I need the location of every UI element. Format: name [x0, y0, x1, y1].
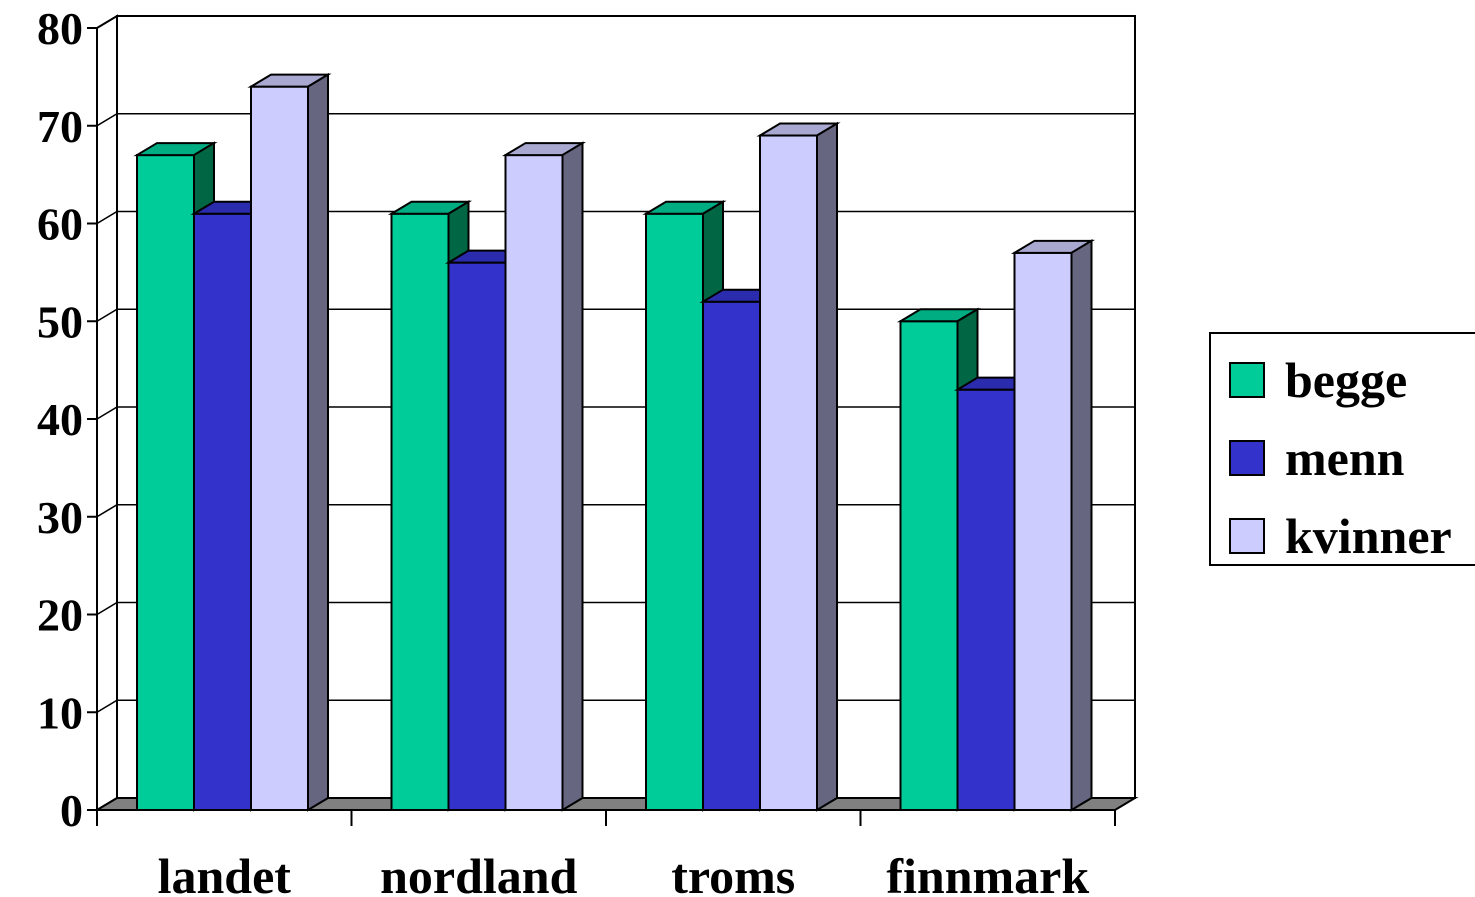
bar-kvinner-troms [756, 121, 841, 812]
legend-item-kvinner: kvinner [1229, 506, 1452, 566]
legend-item-begge: begge [1229, 350, 1407, 410]
y-tick-label: 50 [37, 296, 83, 347]
bar-front [1013, 251, 1073, 811]
legend-swatch-begge [1229, 362, 1265, 398]
y-tick-label: 30 [37, 492, 83, 543]
labels: 0 10 20 30 40 50 60 70 80 landet nordland troms finn… [37, 3, 1089, 897]
bars [133, 72, 1096, 812]
bar-front [136, 154, 195, 811]
gridline [96, 112, 1135, 127]
axes [87, 27, 1116, 826]
bar-front [447, 261, 507, 812]
x-tick-label-landet: landet [158, 848, 292, 897]
legend-label-kvinner: kvinner [1285, 508, 1452, 564]
legend-swatch-kvinner [1229, 518, 1265, 554]
bar-kvinner-finnmark [1010, 239, 1096, 812]
y-tick-label: 0 [60, 785, 83, 836]
bar-side [307, 72, 329, 812]
bar-side [816, 121, 838, 812]
bar-kvinner-nordland [501, 141, 587, 812]
legend-label-menn: menn [1285, 430, 1405, 486]
bar-side [561, 141, 584, 812]
bar-front [645, 212, 704, 812]
bar-front [956, 388, 1016, 811]
bar-front [193, 212, 252, 812]
y-tick-label: 10 [37, 687, 83, 738]
y-tick-label: 20 [37, 590, 83, 641]
legend-item-menn: menn [1229, 428, 1404, 488]
y-tick-label: 70 [37, 101, 83, 152]
y-tick-label: 40 [37, 394, 83, 445]
legend-swatch-menn [1229, 440, 1265, 476]
bar-front [899, 320, 959, 811]
y-tick-label: 80 [37, 3, 83, 54]
x-tick-label-troms: troms [671, 848, 795, 897]
y-tick-label: 60 [37, 199, 83, 250]
x-tick-label-nordland: nordland [380, 848, 578, 897]
bar-front [390, 212, 450, 812]
bar-front [250, 85, 309, 811]
bar-front [702, 300, 761, 811]
bar-kvinner-landet [247, 72, 332, 812]
legend: begge menn kvinner [1209, 332, 1475, 566]
x-tick-label-finnmark: finnmark [886, 848, 1089, 897]
legend-label-begge: begge [1285, 352, 1408, 408]
bar-front [504, 154, 564, 811]
bar-side [1070, 239, 1093, 812]
bar-front [759, 134, 818, 811]
